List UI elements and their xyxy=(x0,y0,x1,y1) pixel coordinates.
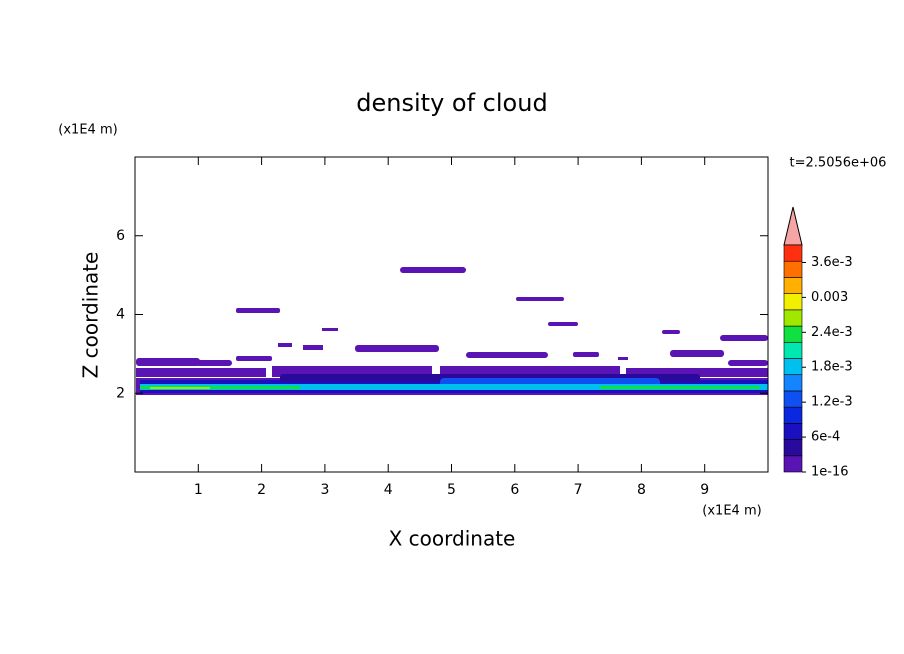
colorbar-band xyxy=(783,277,803,294)
y-tick-label: 6 xyxy=(116,228,125,244)
colorbar-band xyxy=(783,423,803,440)
y-unit: (x1E4 m) xyxy=(58,123,117,138)
colorbar-band xyxy=(783,244,803,262)
x-tick-label: 8 xyxy=(637,482,646,498)
x-tick-label: 3 xyxy=(320,482,329,498)
colorbar-band xyxy=(783,358,803,376)
colorbar-band xyxy=(783,293,803,311)
y-axis-label: Z coordinate xyxy=(79,252,103,379)
x-tick-label: 1 xyxy=(194,482,203,498)
colorbar-band xyxy=(783,309,803,327)
plot-frame xyxy=(134,156,769,473)
colorbar-band xyxy=(783,390,803,408)
time-label: t=2.5056e+06 xyxy=(790,156,887,171)
x-unit: (x1E4 m) xyxy=(702,504,761,519)
colorbar-label: 6e-4 xyxy=(811,430,840,445)
x-tick-label: 9 xyxy=(700,482,709,498)
x-tick-label: 5 xyxy=(447,482,456,498)
colorbar-band xyxy=(783,374,803,392)
colorbar-band xyxy=(783,455,803,473)
colorbar-label: 3.6e-3 xyxy=(811,255,853,270)
colorbar-band xyxy=(783,260,803,278)
x-axis-label: X coordinate xyxy=(389,527,516,551)
colorbar-label: 0.003 xyxy=(811,290,848,305)
colorbar-label: 1.8e-3 xyxy=(811,360,853,375)
x-tick-label: 2 xyxy=(257,482,266,498)
colorbar-band xyxy=(783,406,803,424)
x-tick-label: 4 xyxy=(384,482,393,498)
contour-field xyxy=(136,267,768,395)
colorbar-band xyxy=(783,341,803,359)
y-tick-label: 2 xyxy=(116,385,125,401)
y-tick-label: 4 xyxy=(116,307,125,323)
colorbar-label: 1e-16 xyxy=(811,465,849,480)
chart-title: density of cloud xyxy=(356,89,547,117)
colorbar-band xyxy=(783,325,803,343)
colorbar-extend xyxy=(783,206,803,246)
colorbar-label: 2.4e-3 xyxy=(811,325,853,340)
colorbar-label: 1.2e-3 xyxy=(811,395,853,410)
colorbar-band xyxy=(783,439,803,457)
x-tick-label: 7 xyxy=(574,482,583,498)
x-tick-label: 6 xyxy=(510,482,519,498)
